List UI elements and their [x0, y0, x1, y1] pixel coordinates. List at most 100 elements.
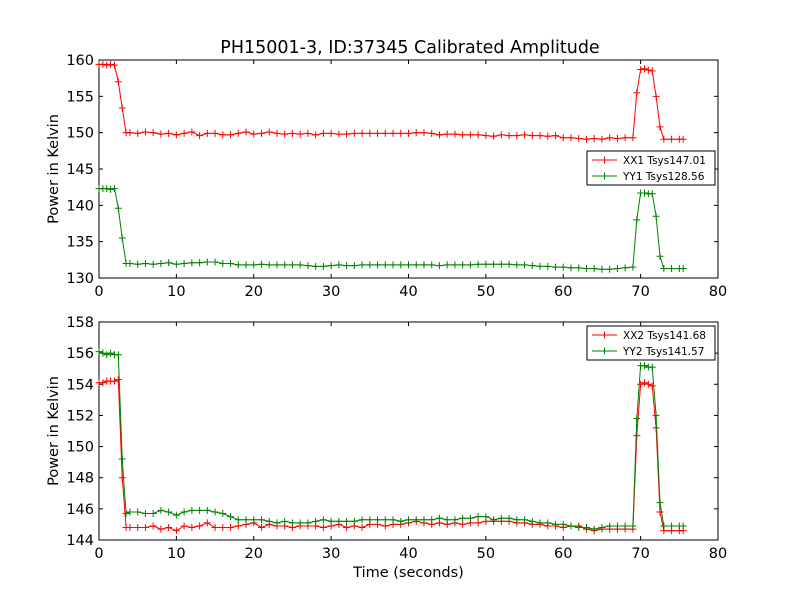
data-point: [99, 60, 107, 68]
data-point: [350, 262, 358, 270]
data-point: [281, 517, 289, 525]
data-point: [180, 508, 188, 516]
data-point: [343, 517, 351, 525]
data-point: [327, 129, 335, 137]
data-point: [412, 261, 420, 269]
data-point: [157, 130, 165, 138]
data-point: [118, 474, 126, 482]
data-point: [435, 131, 443, 139]
data-point: [157, 506, 165, 514]
data-point: [335, 517, 343, 525]
data-point: [250, 130, 258, 138]
x-tick-label: 50: [477, 546, 495, 562]
data-point: [110, 61, 118, 69]
data-point: [567, 134, 575, 142]
data-point: [265, 517, 273, 525]
data-point: [118, 234, 126, 242]
data-point: [389, 129, 397, 137]
data-point: [559, 520, 567, 528]
data-point: [637, 380, 645, 388]
series-1: [95, 60, 687, 143]
data-point: [172, 527, 180, 535]
data-point: [149, 522, 157, 530]
data-point: [250, 516, 258, 524]
data-point: [103, 351, 111, 359]
data-point: [497, 260, 505, 268]
data-point: [405, 261, 412, 269]
data-point: [366, 129, 374, 137]
data-point: [528, 262, 536, 270]
data-point: [660, 522, 668, 530]
legend-swatch-marker: [601, 347, 608, 355]
data-point: [273, 129, 281, 137]
data-point: [227, 131, 235, 139]
data-point: [110, 377, 118, 385]
data-point: [312, 517, 320, 525]
data-point: [141, 510, 149, 518]
x-tick-label: 30: [322, 546, 340, 562]
y-axis-label: Power in Kelvin: [46, 376, 62, 486]
data-point: [451, 130, 459, 138]
data-point: [165, 259, 173, 267]
legend-label: YY2 Tsys141.57: [622, 346, 704, 358]
data-point: [219, 510, 227, 518]
data-point: [374, 516, 382, 524]
data-point: [575, 134, 583, 142]
data-point: [196, 522, 204, 530]
data-point: [165, 129, 173, 137]
data-point: [99, 349, 107, 357]
data-point: [350, 517, 358, 525]
x-tick-label: 30: [322, 284, 340, 300]
data-point: [389, 261, 397, 269]
data-point: [428, 516, 436, 524]
data-point: [234, 522, 242, 530]
data-point: [319, 129, 327, 137]
x-tick-label: 10: [167, 284, 185, 300]
data-point: [648, 363, 656, 371]
data-point: [648, 67, 656, 75]
data-point: [435, 514, 443, 522]
data-point: [257, 524, 265, 532]
data-point: [172, 260, 180, 268]
data-point: [536, 519, 544, 527]
data-point: [482, 260, 490, 268]
data-point: [211, 508, 219, 516]
data-point: [304, 262, 312, 270]
data-point: [118, 104, 126, 112]
data-point: [165, 508, 173, 516]
data-point: [234, 516, 242, 524]
data-point: [528, 132, 536, 140]
data-point: [172, 511, 180, 519]
data-point: [598, 524, 606, 532]
data-point: [575, 524, 583, 532]
data-point: [242, 261, 250, 269]
data-point: [257, 516, 265, 524]
data-point: [273, 519, 281, 527]
x-tick-label: 50: [477, 284, 495, 300]
data-point: [126, 129, 134, 137]
data-point: [598, 265, 606, 273]
data-point: [420, 261, 428, 269]
data-point: [304, 519, 312, 527]
data-point: [234, 261, 242, 269]
data-point: [640, 65, 648, 73]
data-point: [196, 506, 204, 514]
data-point: [107, 349, 115, 357]
data-point: [234, 129, 242, 137]
data-point: [582, 135, 590, 143]
y-tick-label: 150: [66, 126, 94, 142]
data-point: [513, 132, 521, 140]
y-tick-label: 145: [66, 162, 94, 178]
data-point: [428, 129, 436, 137]
data-point: [196, 132, 204, 140]
data-point: [288, 519, 296, 527]
data-point: [319, 524, 327, 532]
data-point: [412, 516, 420, 524]
data-point: [114, 78, 122, 86]
data-point: [668, 265, 676, 273]
data-point: [466, 131, 474, 139]
data-point: [412, 129, 420, 137]
chart-title: PH15001-3, ID:37345 Calibrated Amplitude: [220, 38, 599, 58]
data-point: [141, 128, 149, 136]
